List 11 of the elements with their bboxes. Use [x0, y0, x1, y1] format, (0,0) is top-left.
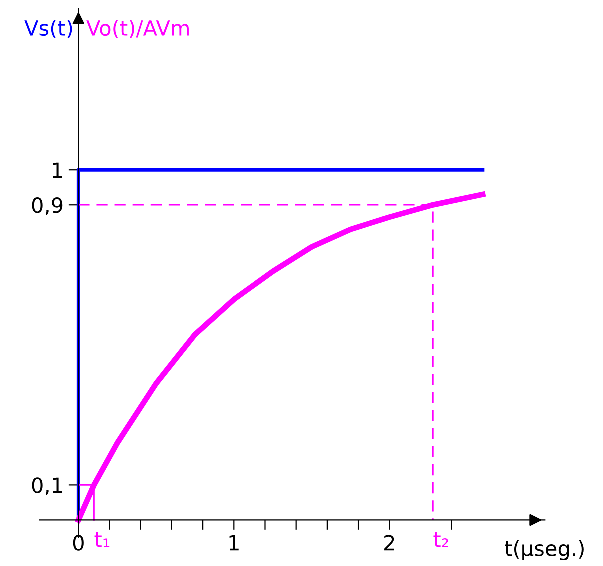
y-tick-label: 0,1	[32, 478, 62, 496]
annotation: t₁	[94, 532, 110, 548]
x-tick-label: 2	[384, 535, 394, 551]
text: Vo(t)/AVm	[86, 20, 189, 39]
x-tick-label: 1	[230, 535, 239, 551]
text: Vs(t)	[24, 20, 72, 39]
y-tick-label: 1	[53, 162, 62, 178]
x-axis-title: t(μseg.)	[505, 540, 584, 561]
x-tick-label: 0	[73, 535, 84, 551]
y-tick-label: 0,9	[32, 198, 63, 216]
annotation: t₂	[434, 532, 448, 548]
